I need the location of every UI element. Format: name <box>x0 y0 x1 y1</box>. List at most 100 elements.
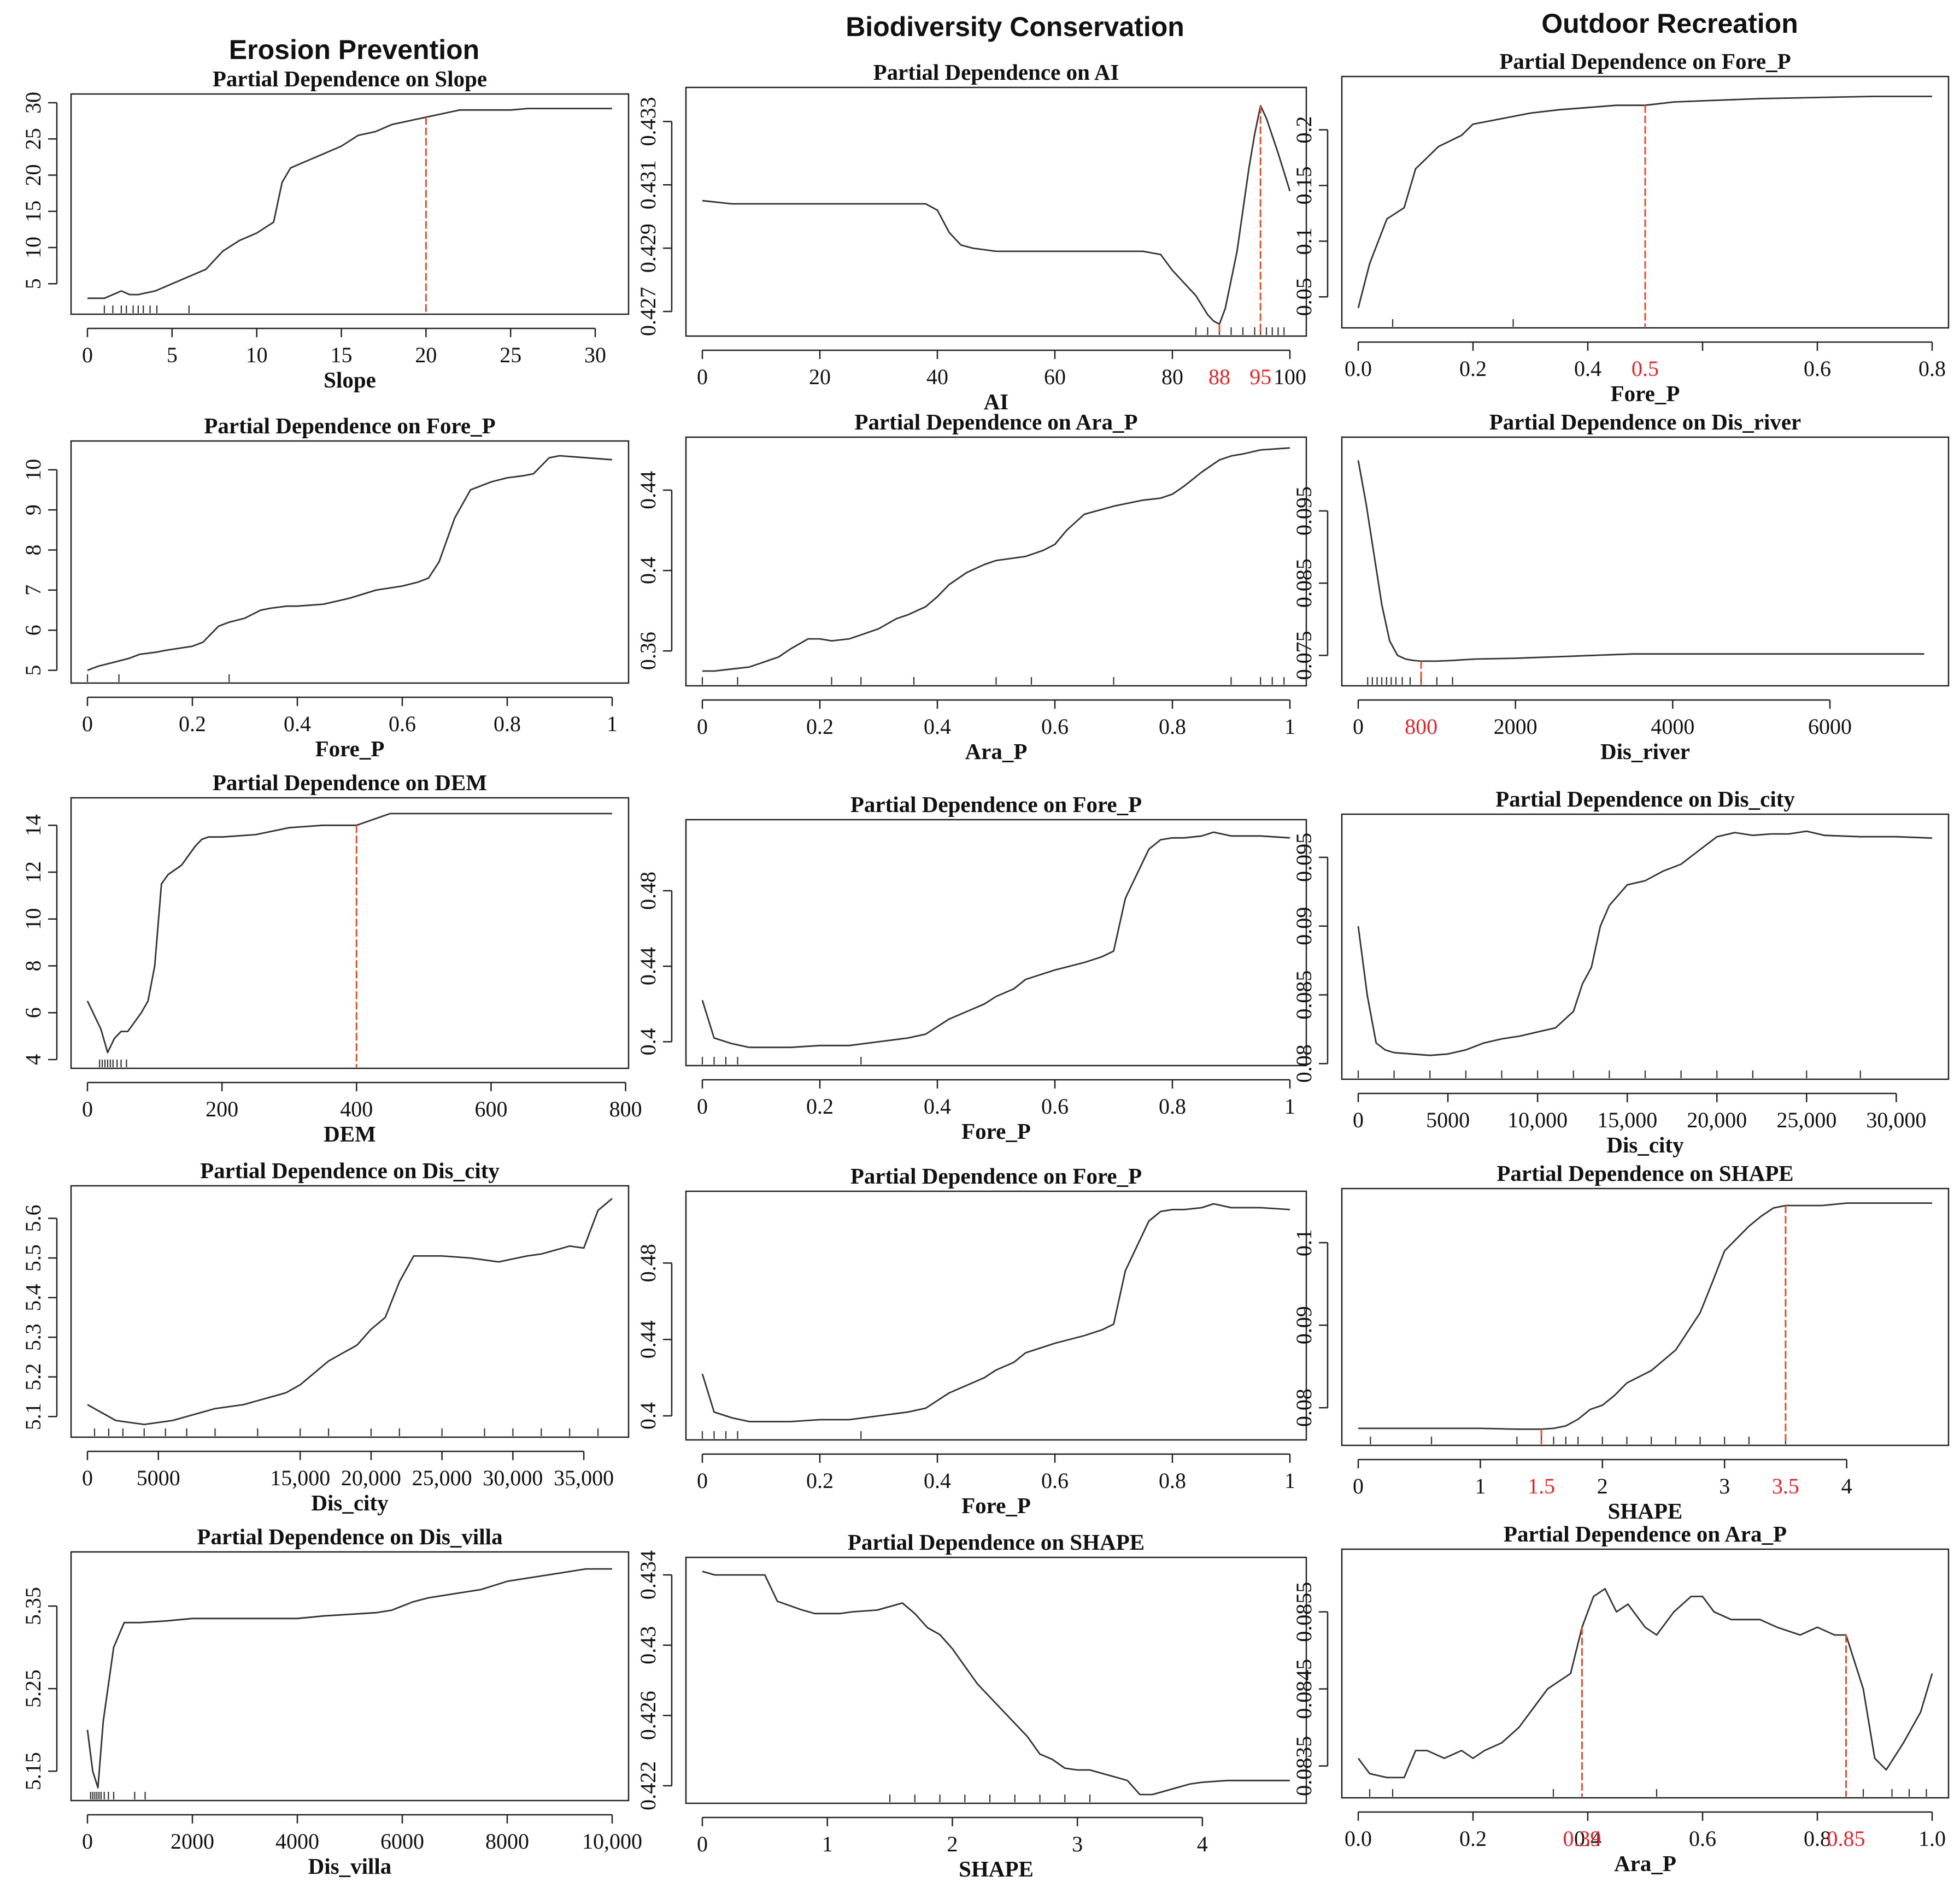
panel-title: Partial Dependence on Fore_P <box>204 413 495 438</box>
x-tick-label: 0.4 <box>1574 1826 1601 1851</box>
panel-8: Partial Dependence on Fore_P 0 0.2 0.4 0.6 0.… <box>636 792 1307 1144</box>
pd-curve <box>86 813 612 1054</box>
panel-14: Partial Dependence on SHAPE 0 1 2 3 4 0.422 0.4… <box>636 1530 1307 1881</box>
x-tick-label: 3 <box>1072 1832 1083 1856</box>
y-tick-label: 5 <box>21 665 45 676</box>
x-tick-label: 1 <box>1284 1094 1295 1119</box>
panel-title: Partial Dependence on Fore_P <box>850 792 1142 817</box>
panel-6: Partial Dependence on Dis_river 0 2000 4000… <box>1292 409 1950 764</box>
x-tick-label: 0.8 <box>1918 356 1946 381</box>
x-tick-label: 1 <box>1284 1468 1295 1493</box>
y-tick-label: 0.095 <box>1292 486 1316 536</box>
panel-title: Partial Dependence on Dis_villa <box>197 1524 502 1549</box>
x-tick-label: 0.4 <box>924 1094 951 1119</box>
y-tick-label: 0.2 <box>1292 116 1316 144</box>
y-tick-label: 10 <box>21 237 45 258</box>
x-axis-label: Fore_P <box>961 1493 1031 1518</box>
panel-1: Partial Dependence on Slope 0 5 10 15 20 25 30 5… <box>21 66 630 392</box>
panel-11: Partial Dependence on Fore_P 0 0.2 0.4 0.6 0.… <box>636 1163 1307 1518</box>
x-tick-label: 0.0 <box>1345 1826 1372 1851</box>
y-tick-label: 0.09 <box>1292 1306 1316 1344</box>
pd-curve <box>87 1198 613 1426</box>
threshold-label: 0.39 <box>1563 1826 1601 1851</box>
x-tick-label: 30,000 <box>1866 1108 1926 1132</box>
y-tick-label: 10 <box>21 459 45 481</box>
x-tick-label: 5 <box>167 343 178 367</box>
y-tick-label: 0.4 <box>636 557 660 584</box>
x-tick-label: 0.2 <box>806 1094 834 1119</box>
x-tick-label: 0.4 <box>924 1468 951 1493</box>
y-tick-label: 9 <box>21 504 45 515</box>
x-axis-label: SHAPE <box>1608 1498 1683 1524</box>
x-axis-label: SHAPE <box>959 1856 1034 1881</box>
threshold-label: 95 <box>1249 364 1271 389</box>
x-axis-label: Dis_river <box>1600 739 1690 764</box>
column-heading-erosion: Erosion Prevention <box>229 34 479 65</box>
x-tick-label: 1 <box>1475 1474 1486 1498</box>
x-tick-label: 0 <box>82 711 93 736</box>
panel-title: Partial Dependence on Dis_city <box>200 1158 500 1183</box>
y-tick-label: 0.4 <box>636 1402 660 1430</box>
x-tick-label: 0.2 <box>179 711 206 736</box>
panel-title: Partial Dependence on DEM <box>213 770 487 795</box>
threshold-label: 0.85 <box>1827 1826 1865 1851</box>
x-tick-label: 6000 <box>1808 714 1852 739</box>
x-tick-label: 0.8 <box>1159 1468 1186 1493</box>
y-tick-label: 6 <box>21 625 45 636</box>
y-tick-label: 5.15 <box>21 1752 45 1790</box>
panel-3: Partial Dependence on Fore_P 0.0 0.2 0.4 0.6… <box>1292 49 1950 406</box>
threshold-label: 88 <box>1208 364 1230 389</box>
pd-curve <box>701 831 1290 1049</box>
x-tick-label: 0.4 <box>1574 356 1601 381</box>
x-tick-label: 20 <box>809 364 831 389</box>
x-tick-label: 0.6 <box>389 711 416 736</box>
x-tick-label: 25,000 <box>412 1466 472 1490</box>
y-tick-label: 0.427 <box>636 287 660 336</box>
x-tick-label: 0 <box>82 1466 93 1490</box>
x-tick-label: 0.6 <box>1689 1826 1716 1851</box>
y-tick-label: 0.05 <box>1292 278 1316 316</box>
x-tick-label: 5000 <box>1426 1108 1470 1132</box>
x-tick-label: 0 <box>697 1832 708 1856</box>
x-tick-label: 800 <box>609 1097 642 1121</box>
x-axis-label: Ara_P <box>965 739 1028 764</box>
threshold-label: 1.5 <box>1528 1474 1555 1498</box>
x-tick-label: 20 <box>415 343 437 367</box>
pd-curve <box>1358 1202 1932 1430</box>
pd-curve <box>702 1571 1290 1796</box>
y-tick-label: 7 <box>21 585 45 596</box>
plot-frame <box>70 1185 630 1438</box>
x-axis-label: Fore_P <box>315 736 385 761</box>
y-tick-label: 0.15 <box>1292 166 1316 204</box>
threshold-label: 0.5 <box>1632 356 1659 381</box>
x-tick-label: 0 <box>1353 714 1364 739</box>
y-tick-label: 0.426 <box>636 1691 660 1740</box>
plot-frame <box>1341 1187 1950 1446</box>
x-tick-label: 4000 <box>275 1829 319 1854</box>
x-tick-label: 60 <box>1044 364 1066 389</box>
panel-4: Partial Dependence on Fore_P 0 0.2 0.4 0.6 0.… <box>21 413 630 761</box>
x-tick-label: 40 <box>926 364 948 389</box>
x-tick-label: 20,000 <box>1687 1108 1747 1132</box>
x-tick-label: 0 <box>697 364 708 389</box>
y-tick-label: 0.434 <box>636 1550 660 1599</box>
y-tick-label: 14 <box>21 814 45 836</box>
y-tick-label: 0.4 <box>636 1028 660 1055</box>
y-tick-label: 5.4 <box>21 1284 45 1311</box>
plot-frame <box>685 86 1307 337</box>
panel-10: Partial Dependence on Dis_city 0 5000 15,00… <box>21 1158 630 1515</box>
x-tick-label: 0.8 <box>1159 1094 1186 1119</box>
y-tick-label: 0.095 <box>1292 833 1316 882</box>
x-tick-label: 600 <box>474 1097 507 1121</box>
x-tick-label: 10 <box>246 343 268 367</box>
y-tick-label: 5.3 <box>21 1324 45 1351</box>
x-tick-label: 0 <box>82 343 93 367</box>
pd-curve <box>702 447 1290 672</box>
x-tick-label: 0.0 <box>1345 356 1372 381</box>
y-tick-label: 5 <box>21 278 45 289</box>
x-tick-label: 0.2 <box>806 1468 834 1493</box>
x-tick-label: 4000 <box>1651 714 1694 739</box>
x-tick-label: 0.6 <box>1041 1468 1069 1493</box>
plot-frame <box>1341 813 1950 1080</box>
